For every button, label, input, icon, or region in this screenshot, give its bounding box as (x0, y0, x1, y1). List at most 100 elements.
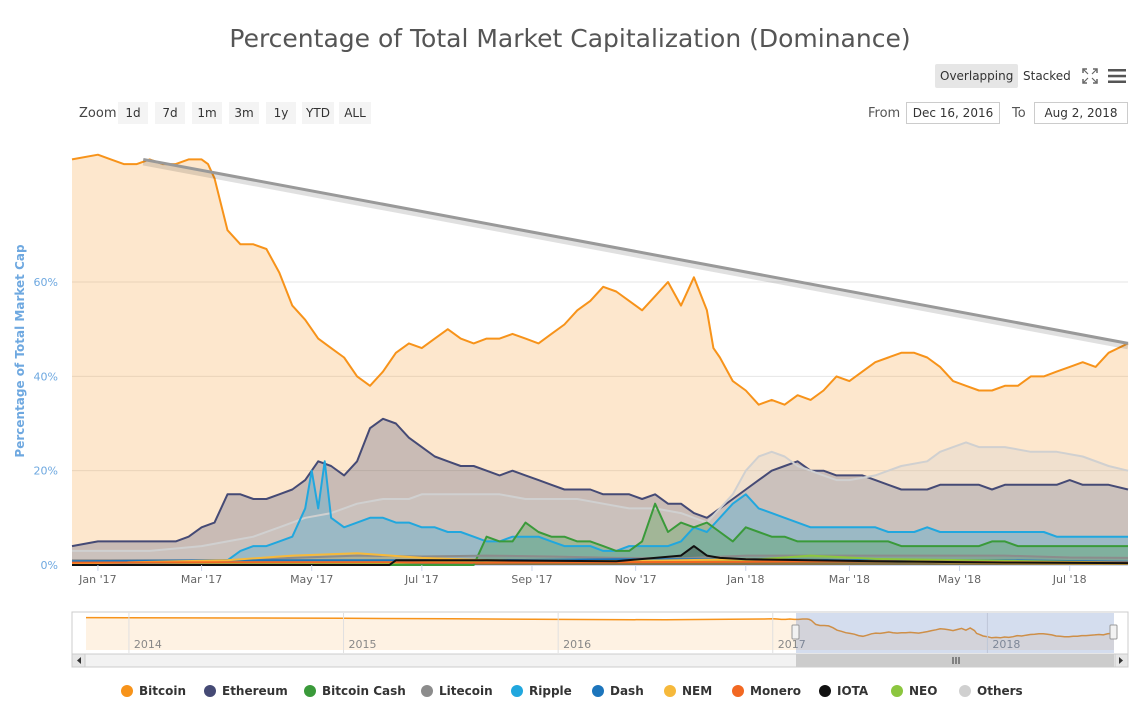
chart-title: Percentage of Total Market Capitalizatio… (229, 24, 911, 53)
navigator-year-label: 2014 (134, 638, 162, 651)
legend-label: IOTA (837, 684, 869, 698)
legend-label: NEM (682, 684, 713, 698)
trendline (142, 157, 1129, 345)
x-tick-label: May '17 (290, 573, 333, 586)
legend-item-neo[interactable]: NEO (891, 682, 937, 700)
x-tick-label: Jul '17 (404, 573, 439, 586)
legend-dot (664, 685, 676, 697)
legend-dot (819, 685, 831, 697)
line-others (72, 441, 1129, 552)
legend-item-dash[interactable]: Dash (592, 682, 644, 700)
legend-label: Bitcoin (139, 684, 187, 698)
navigator-left-handle[interactable] (791, 624, 800, 640)
scroll-left-arrow-icon (77, 657, 81, 664)
hamburger-menu-icon[interactable] (1107, 68, 1127, 84)
y-tick-label: 40% (34, 370, 58, 383)
zoom-ytd-button[interactable]: YTD (302, 102, 334, 124)
scroll-right-arrow-icon (1119, 657, 1123, 664)
y-tick-label: 20% (34, 465, 58, 478)
legend-dot (204, 685, 216, 697)
to-label: To (1012, 106, 1026, 121)
legend-item-others[interactable]: Others (959, 682, 1023, 700)
zoom-1d-button[interactable]: 1d (118, 102, 148, 124)
legend-label: Ethereum (222, 684, 288, 698)
legend-dot (421, 685, 433, 697)
x-tick-label: Sep '17 (511, 573, 552, 586)
overlapping-button[interactable]: Overlapping (935, 64, 1019, 88)
legend-label: Litecoin (439, 684, 493, 698)
x-tick-label: May '18 (938, 573, 981, 586)
navigator-right-handle[interactable] (1109, 624, 1118, 640)
from-label: From (868, 106, 901, 121)
legend-item-iota[interactable]: IOTA (819, 682, 868, 700)
x-tick-label: Jan '17 (78, 573, 116, 586)
zoom-3m-button[interactable]: 3m (229, 102, 259, 124)
line-bitcoin (71, 153, 1129, 406)
y-tick-label: 0% (41, 559, 58, 572)
legend-item-litecoin[interactable]: Litecoin (421, 682, 493, 700)
zoom-1m-button[interactable]: 1m (192, 102, 222, 124)
fullscreen-icon[interactable] (1082, 68, 1098, 84)
area-bitcoin (72, 154, 1128, 565)
legend-label: NEO (909, 684, 938, 698)
zoom-7d-button[interactable]: 7d (155, 102, 185, 124)
x-tick-label: Jul '18 (1052, 573, 1087, 586)
line-ethereum (71, 417, 1129, 548)
legend-item-bitcoin[interactable]: Bitcoin (121, 682, 186, 700)
area-ethereum (72, 418, 1128, 565)
legend-dot (959, 685, 971, 697)
legend-label: Monero (750, 684, 802, 698)
navigator-scrollbar[interactable] (71, 653, 1129, 668)
legend-item-ethereum[interactable]: Ethereum (204, 682, 288, 700)
scrollbar-grip-icon (952, 657, 960, 664)
x-tick-label: Nov '17 (615, 573, 657, 586)
x-tick-label: Mar '18 (829, 573, 870, 586)
legend-label: Ripple (529, 684, 572, 698)
navigator[interactable]: 2014 2015 2016 2017 2018 (71, 611, 1129, 655)
legend-item-bitcoin-cash[interactable]: Bitcoin Cash (304, 682, 406, 700)
x-axis-ticks: Jan '17 Mar '17 May '17 Jul '17 Sep '17 Nov '… (78, 565, 1087, 586)
area-bitcoin-cash (72, 503, 1128, 565)
to-date-input[interactable]: Aug 2, 2018 (1034, 102, 1128, 124)
stacked-button[interactable]: Stacked (1023, 69, 1071, 83)
from-date-input[interactable]: Dec 16, 2016 (906, 102, 1000, 124)
line-bitcoin-cash (72, 502, 1128, 566)
legend-label: Bitcoin Cash (322, 684, 406, 698)
line-litecoin (72, 554, 1129, 562)
navigator-year-label: 2015 (349, 638, 377, 651)
navigator-line (85, 616, 1115, 639)
navigator-year-label: 2017 (778, 638, 806, 651)
x-tick-label: Jan '18 (726, 573, 764, 586)
navigator-year-ticks: 2014 2015 2016 2017 2018 (128, 613, 1020, 653)
y-axis-label: Percentage of Total Market Cap (13, 244, 27, 458)
zoom-all-button[interactable]: ALL (339, 102, 371, 124)
legend-dot (891, 685, 903, 697)
legend-label: Dash (610, 684, 644, 698)
scrollbar-thumb[interactable] (796, 654, 1114, 667)
y-tick-label: 60% (34, 276, 58, 289)
legend-dot (121, 685, 133, 697)
zoom-1y-button[interactable]: 1y (266, 102, 296, 124)
legend-dot (732, 685, 744, 697)
legend: Bitcoin Ethereum Bitcoin Cash Litecoin R… (0, 682, 1144, 700)
line-ripple (72, 460, 1128, 564)
area-neo (72, 555, 1128, 565)
navigator-year-label: 2016 (563, 638, 591, 651)
legend-item-ripple[interactable]: Ripple (511, 682, 572, 700)
legend-dot (592, 685, 604, 697)
legend-dot (511, 685, 523, 697)
legend-dot (304, 685, 316, 697)
legend-label: Others (977, 684, 1023, 698)
line-iota (72, 545, 1129, 566)
zoom-label: Zoom (79, 106, 117, 121)
series-lines (71, 153, 1129, 566)
navigator-selection[interactable] (796, 613, 1114, 653)
legend-item-nem[interactable]: NEM (664, 682, 712, 700)
x-tick-label: Mar '17 (181, 573, 222, 586)
navigator-year-label: 2018 (992, 638, 1020, 651)
trendline-shadow (142, 159, 1129, 350)
legend-item-monero[interactable]: Monero (732, 682, 801, 700)
area-ripple (72, 461, 1128, 565)
y-axis-ticks: 0% 20% 40% 60% (34, 276, 58, 572)
